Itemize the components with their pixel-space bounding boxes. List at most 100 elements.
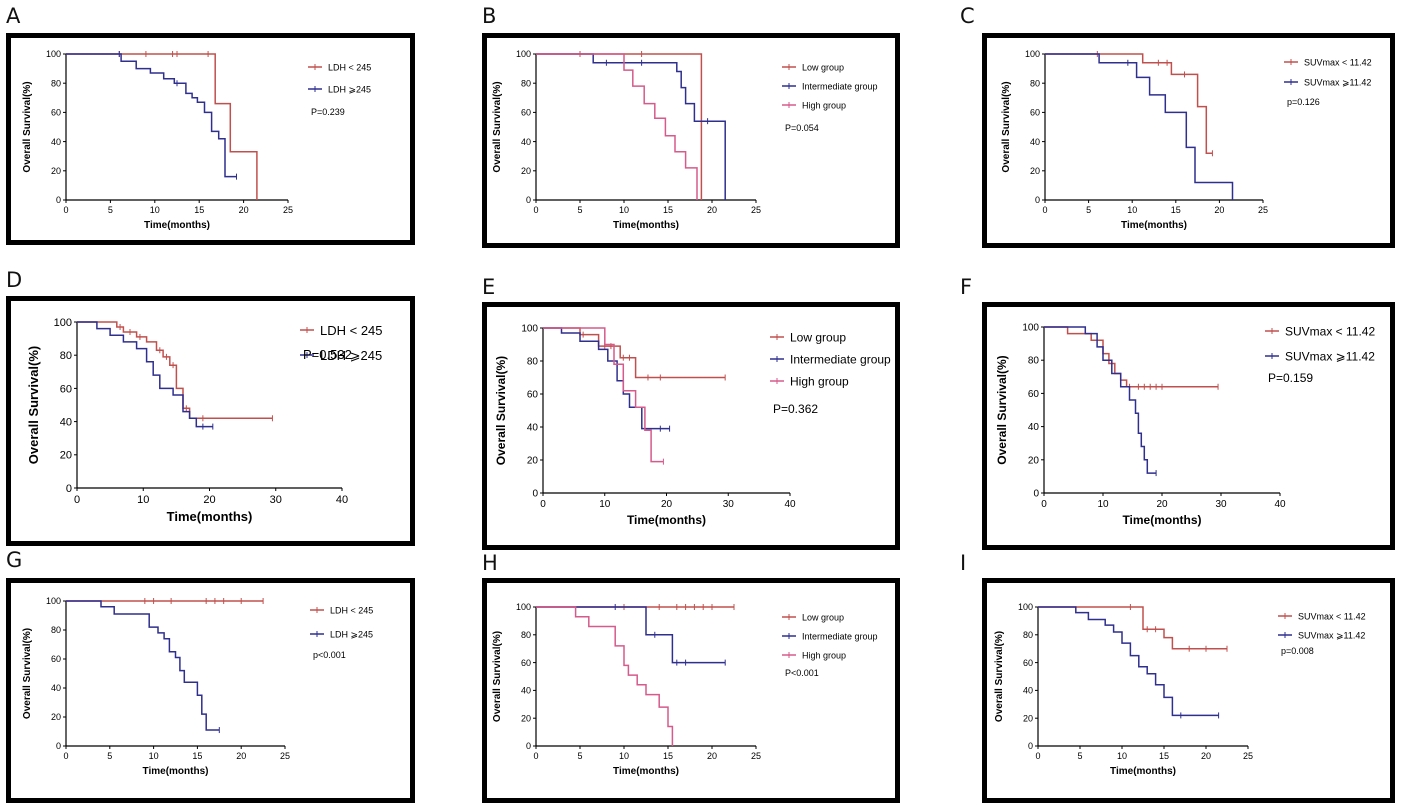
legend-label: Intermediate group (802, 631, 878, 641)
x-tick-label: 20 (239, 205, 249, 215)
x-tick-label: 10 (1097, 499, 1109, 510)
x-axis-title: Time(months) (1122, 513, 1201, 527)
y-tick-label: 100 (46, 596, 61, 606)
y-axis-title: Overall Survival(%) (994, 631, 1005, 722)
panel-frame-H (482, 578, 900, 803)
y-axis-title: Overall Survival(%) (494, 356, 508, 465)
legend-label: Low group (790, 331, 846, 345)
legend-label: LDH < 245 (320, 323, 383, 338)
x-tick-label: 25 (280, 751, 290, 761)
p-value: P=0.362 (773, 402, 818, 416)
x-tick-label: 0 (540, 499, 546, 510)
y-tick-label: 40 (60, 416, 72, 428)
p-value: P=0.159 (1268, 371, 1313, 385)
x-tick-label: 10 (1127, 205, 1137, 215)
x-axis-title: Time(months) (613, 766, 679, 777)
x-tick-label: 40 (1274, 499, 1286, 510)
y-tick-label: 60 (1028, 389, 1040, 400)
legend-label: SUVmax ⩾11.42 (1304, 77, 1371, 87)
x-tick-label: 0 (533, 205, 538, 215)
survival-curve-2 (536, 606, 726, 664)
x-tick-label: 5 (577, 205, 582, 215)
legend-label: Intermediate group (802, 81, 878, 91)
legend-label: SUVmax < 11.42 (1285, 325, 1375, 339)
legend-label: SUVmax < 11.42 (1298, 611, 1366, 621)
x-tick-label: 20 (1214, 205, 1224, 215)
x-tick-label: 25 (283, 205, 293, 215)
y-axis-title: Overall Survival(%) (22, 81, 33, 172)
y-tick-label: 100 (54, 317, 72, 329)
y-tick-label: 40 (1023, 686, 1033, 696)
legend-label: SUVmax ⩾11.42 (1298, 630, 1365, 640)
y-tick-label: 80 (521, 78, 531, 88)
y-tick-label: 0 (526, 741, 531, 751)
panel-frame-C (982, 33, 1395, 248)
panel-label-C: C (960, 4, 975, 28)
y-tick-label: 40 (527, 423, 539, 434)
x-tick-label: 10 (1117, 751, 1127, 761)
km-chart-G: 0 5 10 15 20 25 0 20 40 60 80 100 Time(months) Overal… (22, 596, 373, 777)
x-tick-label: 10 (619, 205, 629, 215)
y-tick-label: 80 (1023, 630, 1033, 640)
y-tick-label: 40 (521, 686, 531, 696)
y-tick-label: 80 (1030, 78, 1040, 88)
y-tick-label: 100 (516, 49, 531, 59)
x-tick-label: 30 (1215, 499, 1227, 510)
y-tick-label: 80 (60, 350, 72, 362)
x-tick-label: 15 (1159, 751, 1169, 761)
x-tick-label: 0 (1042, 205, 1047, 215)
x-tick-label: 25 (751, 205, 761, 215)
y-tick-label: 100 (1022, 323, 1039, 334)
y-axis-title: Overall Survival(%) (492, 81, 503, 172)
x-tick-label: 25 (1243, 751, 1253, 761)
x-tick-label: 20 (707, 751, 717, 761)
y-tick-label: 20 (527, 456, 539, 467)
panel-frame-D (6, 296, 415, 546)
y-axis-title: Overall Survival(%) (26, 346, 41, 465)
survival-curve-2 (543, 327, 670, 430)
x-tick-label: 30 (270, 494, 282, 506)
x-axis-title: Time(months) (613, 220, 679, 231)
x-tick-label: 5 (1077, 751, 1082, 761)
legend-label: LDH ⩾245 (320, 348, 382, 363)
y-tick-label: 20 (521, 166, 531, 176)
y-tick-label: 40 (51, 137, 61, 147)
y-tick-label: 0 (1033, 489, 1039, 500)
legend-label: LDH ⩾245 (328, 84, 371, 94)
y-tick-label: 60 (521, 658, 531, 668)
y-tick-label: 80 (1028, 356, 1040, 367)
x-tick-label: 15 (192, 751, 202, 761)
x-tick-label: 40 (784, 499, 796, 510)
x-tick-label: 0 (74, 494, 80, 506)
x-axis-title: Time(months) (627, 513, 706, 527)
y-tick-label: 80 (51, 625, 61, 635)
survival-curve-3 (543, 327, 664, 463)
y-tick-label: 80 (521, 630, 531, 640)
y-tick-label: 0 (532, 489, 538, 500)
x-tick-label: 20 (661, 499, 673, 510)
legend-label: Low group (802, 612, 844, 622)
x-tick-label: 40 (336, 494, 348, 506)
survival-curve-1 (543, 327, 726, 379)
y-tick-label: 60 (51, 654, 61, 664)
y-axis-title: Overall Survival(%) (1001, 81, 1012, 172)
survival-curve-1 (77, 321, 273, 420)
panel-label-E: E (482, 275, 496, 299)
y-tick-label: 20 (1028, 455, 1040, 466)
km-chart-C: 0 5 10 15 20 25 0 20 40 60 80 100 Time(months) Overal… (1001, 49, 1372, 231)
survival-curve-1 (1038, 606, 1227, 650)
y-tick-label: 20 (51, 712, 61, 722)
y-tick-label: 20 (51, 166, 61, 176)
panel-label-F: F (960, 275, 973, 299)
x-tick-label: 25 (751, 751, 761, 761)
km-chart-H: 0 5 10 15 20 25 0 20 40 60 80 100 Time(months) Overal… (492, 602, 878, 777)
y-tick-label: 60 (1030, 108, 1040, 118)
y-tick-label: 60 (527, 390, 539, 401)
survival-curve-1 (66, 53, 258, 200)
survival-curve-2 (536, 53, 726, 200)
panel-label-A: A (6, 4, 21, 28)
x-tick-label: 20 (1201, 751, 1211, 761)
survival-curve-2 (66, 53, 237, 178)
panel-frame-A (6, 33, 415, 245)
y-axis-title: Overall Survival(%) (22, 628, 33, 719)
